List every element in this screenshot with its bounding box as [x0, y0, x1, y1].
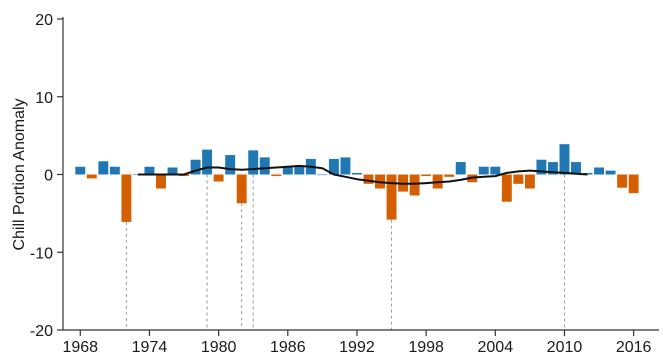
bar-series [75, 144, 639, 222]
bar [501, 174, 512, 202]
bar [259, 157, 270, 175]
bar [352, 172, 362, 175]
bar [571, 162, 581, 175]
bar [455, 162, 466, 175]
trend-line [137, 164, 588, 185]
y-tick-label: 20 [35, 12, 53, 29]
y-tick-label: -10 [30, 245, 53, 262]
bar [524, 174, 535, 189]
bar [386, 174, 397, 220]
bar [98, 161, 109, 175]
x-tick-label: 2004 [478, 339, 514, 354]
bar [213, 174, 224, 182]
y-tick-label: 0 [44, 168, 53, 185]
bar [225, 155, 236, 175]
bar [490, 166, 501, 175]
bar [236, 174, 247, 204]
y-tick-label: 10 [35, 90, 53, 107]
x-tick-label: 1992 [339, 339, 375, 354]
x-tick-label: 1986 [270, 339, 306, 354]
bar [617, 174, 628, 188]
bar [536, 159, 547, 175]
bar [156, 174, 166, 189]
y-tick-label: -20 [30, 323, 53, 340]
x-tick-label: 1968 [62, 339, 98, 354]
bar [409, 174, 420, 196]
bar [559, 144, 570, 175]
guide-lines [125, 174, 565, 330]
x-tick-label: 1998 [408, 339, 444, 354]
bar [167, 167, 178, 175]
x-tick-label: 2010 [547, 339, 583, 354]
bar [340, 157, 351, 175]
bar [421, 174, 432, 177]
y-axis-label: Chill Portion Anomaly [11, 98, 28, 250]
bar [628, 174, 639, 194]
bar [75, 166, 86, 175]
x-tick-label: 1980 [201, 339, 237, 354]
bar [190, 159, 201, 175]
bar [294, 165, 305, 175]
bar [444, 174, 455, 177]
bar [144, 166, 155, 175]
bar [271, 174, 282, 177]
bar [317, 174, 328, 176]
bar [513, 174, 524, 184]
bar [202, 149, 213, 175]
bar [478, 166, 489, 175]
bar [121, 174, 132, 222]
bar [86, 174, 97, 179]
bar [594, 167, 605, 175]
trend-series [137, 164, 588, 185]
x-tick-label: 2016 [616, 339, 652, 354]
bar [363, 174, 374, 184]
bar [547, 162, 558, 175]
bar [605, 170, 616, 175]
x-tick-label: 1974 [132, 339, 168, 354]
bar [328, 158, 339, 175]
bar [282, 165, 293, 175]
bar [109, 166, 120, 175]
bar [248, 150, 259, 175]
